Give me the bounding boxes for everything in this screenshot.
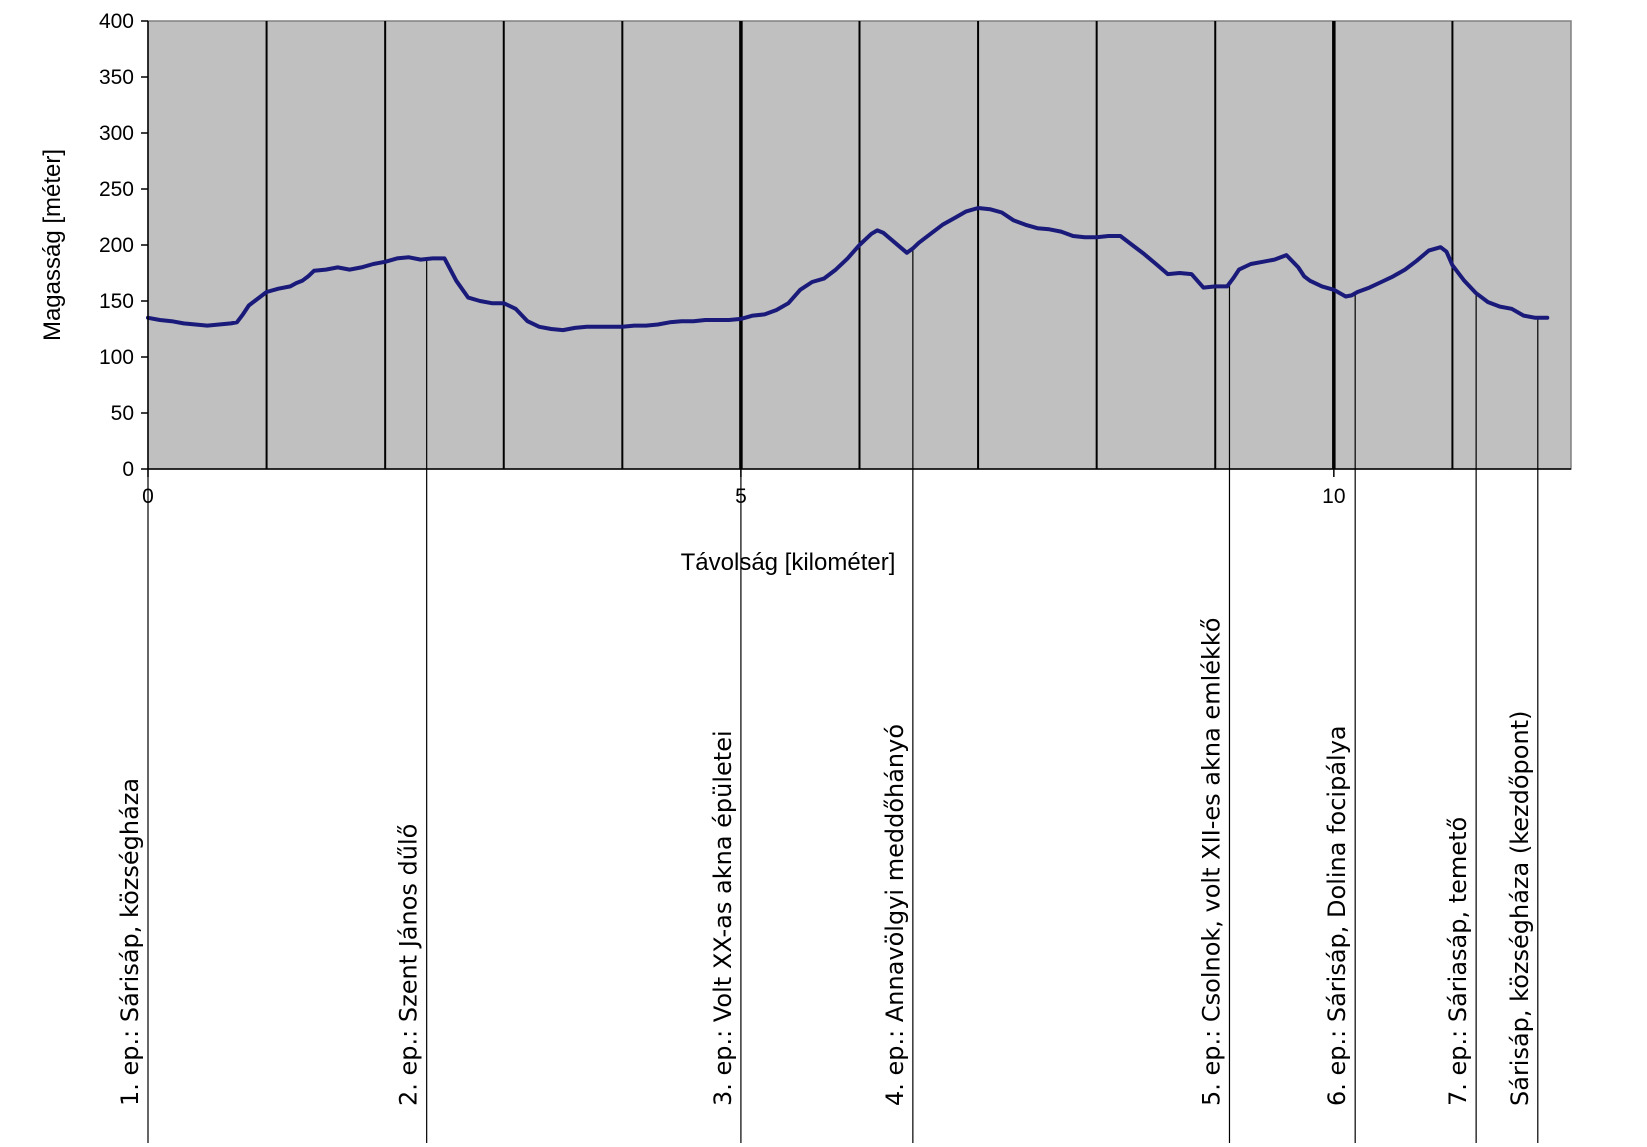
x-tick-label: 10 [1322,485,1345,508]
x-tick-label: 5 [735,485,747,508]
y-tick-label: 150 [99,290,134,313]
marker-label: 1. ep.: Sárisáp, községháza [116,778,144,1106]
y-axis-title: Magasság [méter] [39,149,66,341]
marker-label: 4. ep.: Annavölgyi meddőhányó [881,724,909,1106]
gridlines [265,21,1454,469]
marker-label: 3. ep.: Volt XX-as akna épületei [709,730,737,1106]
marker-label: Sárisáp, községháza (kezdőpont) [1506,711,1534,1106]
elevation-line [146,206,1550,333]
y-tick-label: 400 [99,10,134,33]
marker-label: 2. ep.: Szent János dűlő [395,824,423,1106]
y-tick-label: 200 [99,234,134,257]
y-tick-label: 50 [111,402,134,425]
station-markers: 1. ep.: Sárisáp, községháza 2. ep.: Szent… [116,248,1539,1143]
y-tick-label: 0 [122,458,134,481]
y-tick-label: 100 [99,346,134,369]
marker-label: 7. ep.: Sáriasáp, temető [1444,817,1472,1106]
marker-label: 5. ep.: Csolnok, volt XII-es akna emlékk… [1197,618,1225,1107]
x-axis-ticks: 0 5 10 [142,469,1346,508]
y-tick-label: 250 [99,178,134,201]
x-axis-title: Távolság [kilométer] [681,549,896,576]
y-tick-label: 300 [99,122,134,145]
y-tick-label: 350 [99,66,134,89]
x-tick-label: 0 [142,485,154,508]
marker-label: 6. ep.: Sárisáp, Dolina focipálya [1323,725,1351,1106]
y-axis-ticks: 0 50 100 150 200 250 300 350 400 [99,10,148,481]
